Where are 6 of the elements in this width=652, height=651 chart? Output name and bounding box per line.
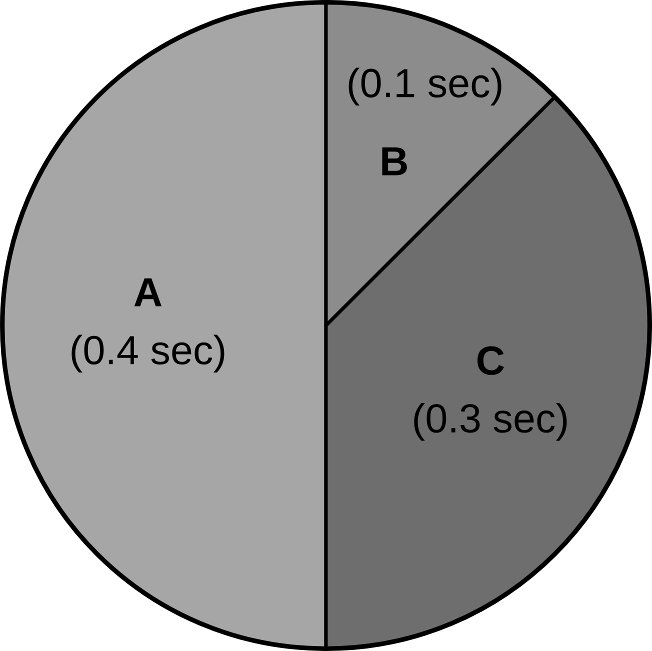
slice-label: A [134, 278, 162, 306]
data-label: (0.1 sec) [348, 68, 502, 106]
data-label: (0.4 sec) [72, 334, 224, 373]
slice-label: B [382, 147, 407, 176]
slice-label: C [478, 346, 504, 375]
data-label: (0.3 sec) [414, 403, 567, 441]
